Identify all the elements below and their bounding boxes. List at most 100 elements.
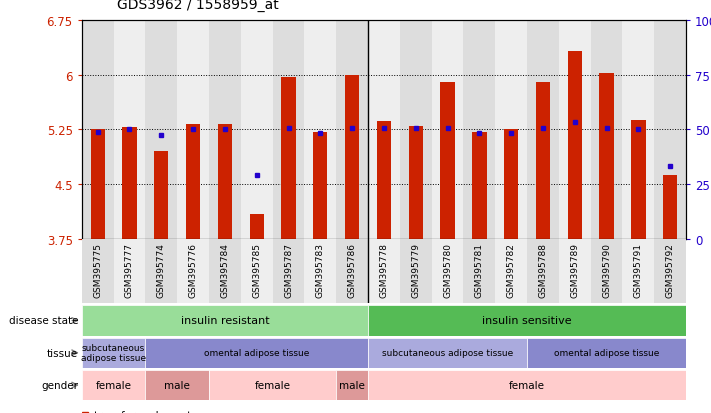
Bar [345, 75, 359, 240]
Bar [177, 21, 209, 240]
Bar [336, 240, 368, 304]
Bar [82, 370, 145, 400]
Text: GSM395786: GSM395786 [348, 243, 357, 298]
Text: female: female [255, 380, 291, 390]
Bar [440, 83, 455, 240]
Text: GSM395784: GSM395784 [220, 243, 230, 297]
Bar [114, 240, 145, 304]
Text: female: female [95, 380, 132, 390]
Bar [336, 21, 368, 240]
Bar [654, 240, 686, 304]
Text: GSM395783: GSM395783 [316, 243, 325, 298]
Text: GSM395776: GSM395776 [188, 243, 198, 298]
Text: GSM395780: GSM395780 [443, 243, 452, 298]
Bar [145, 370, 209, 400]
Bar [282, 78, 296, 240]
Bar [304, 240, 336, 304]
Text: GSM395785: GSM395785 [252, 243, 261, 298]
Bar [177, 240, 209, 304]
Bar [368, 21, 400, 240]
Bar [272, 240, 304, 304]
Text: GSM395781: GSM395781 [475, 243, 484, 298]
Bar [368, 306, 686, 336]
Text: GSM395777: GSM395777 [125, 243, 134, 298]
Bar [527, 338, 686, 368]
Text: GSM395778: GSM395778 [380, 243, 388, 298]
Bar [409, 126, 423, 240]
Text: transformed count: transformed count [94, 410, 191, 413]
Bar [218, 125, 232, 240]
Text: GSM395788: GSM395788 [538, 243, 547, 298]
Bar [432, 21, 464, 240]
Text: GSM395790: GSM395790 [602, 243, 611, 298]
Bar [377, 121, 391, 240]
Bar [82, 338, 145, 368]
Text: GSM395789: GSM395789 [570, 243, 579, 298]
Bar [209, 240, 241, 304]
Bar [527, 21, 559, 240]
Bar [536, 83, 550, 240]
Text: GDS3962 / 1558959_at: GDS3962 / 1558959_at [117, 0, 279, 12]
Bar [654, 21, 686, 240]
Bar [472, 132, 486, 240]
Bar [400, 21, 432, 240]
Bar [567, 52, 582, 240]
Text: tissue: tissue [47, 348, 78, 358]
Bar [591, 240, 623, 304]
Bar [496, 21, 527, 240]
Bar [527, 240, 559, 304]
Bar [559, 240, 591, 304]
Bar [504, 130, 518, 240]
Bar [368, 370, 686, 400]
Bar [250, 214, 264, 240]
Text: insulin sensitive: insulin sensitive [482, 316, 572, 326]
Text: GSM395792: GSM395792 [665, 243, 675, 297]
Text: subcutaneous adipose tissue: subcutaneous adipose tissue [382, 349, 513, 357]
Text: GSM395779: GSM395779 [411, 243, 420, 298]
Bar [591, 21, 623, 240]
Text: omental adipose tissue: omental adipose tissue [554, 349, 659, 357]
Text: gender: gender [41, 380, 78, 390]
Bar [145, 240, 177, 304]
Bar [496, 240, 527, 304]
Bar [82, 240, 114, 304]
Text: GSM395774: GSM395774 [157, 243, 166, 297]
Bar [154, 152, 169, 240]
Bar [186, 125, 201, 240]
Bar [368, 338, 527, 368]
Bar [304, 21, 336, 240]
Text: GSM395791: GSM395791 [634, 243, 643, 298]
Bar [368, 240, 400, 304]
Bar [82, 21, 114, 240]
Bar [241, 240, 272, 304]
Bar [464, 21, 496, 240]
Bar [559, 21, 591, 240]
Text: male: male [164, 380, 190, 390]
Bar [313, 132, 328, 240]
Bar [631, 121, 646, 240]
Text: GSM395782: GSM395782 [507, 243, 515, 297]
Text: female: female [509, 380, 545, 390]
Bar [623, 240, 654, 304]
Bar [241, 21, 272, 240]
Bar [145, 338, 368, 368]
Bar [272, 21, 304, 240]
Bar [663, 176, 678, 240]
Text: disease state: disease state [9, 316, 78, 326]
Bar [432, 240, 464, 304]
Bar [122, 128, 137, 240]
Bar [623, 21, 654, 240]
Bar [209, 21, 241, 240]
Bar [209, 370, 336, 400]
Bar [114, 21, 145, 240]
Bar [599, 74, 614, 240]
Text: omental adipose tissue: omental adipose tissue [204, 349, 309, 357]
Text: GSM395775: GSM395775 [93, 243, 102, 298]
Bar [90, 130, 105, 240]
Text: subcutaneous
adipose tissue: subcutaneous adipose tissue [81, 343, 146, 363]
Bar [145, 21, 177, 240]
Bar [82, 306, 368, 336]
Text: GSM395787: GSM395787 [284, 243, 293, 298]
Text: insulin resistant: insulin resistant [181, 316, 269, 326]
Bar [336, 370, 368, 400]
